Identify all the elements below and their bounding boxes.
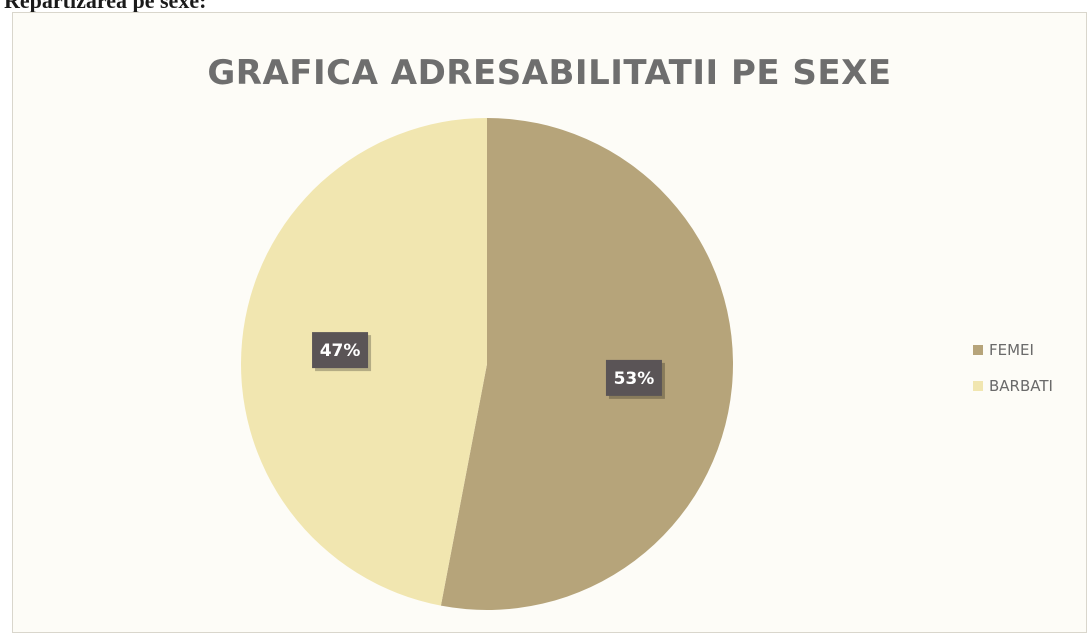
data-label-barbati: 47% [312, 332, 372, 372]
chart-title: GRAFICA ADRESABILITATII PE SEXE [207, 53, 892, 93]
data-label-text-barbati: 47% [320, 341, 361, 361]
legend-item-femei: FEMEI [973, 332, 1053, 368]
legend-item-barbati: BARBATI [973, 368, 1053, 404]
data-label-femei: 53% [605, 359, 665, 399]
legend-swatch-femei [973, 345, 983, 355]
legend: FEMEI BARBATI [973, 332, 1053, 404]
legend-swatch-barbati [973, 381, 983, 391]
pie-slice-femei [440, 118, 734, 611]
legend-label-barbati: BARBATI [989, 377, 1053, 395]
legend-label-femei: FEMEI [989, 341, 1034, 359]
document-caption: Repartizarea pe sexe: [4, 0, 207, 13]
data-label-text-femei: 53% [614, 369, 655, 389]
